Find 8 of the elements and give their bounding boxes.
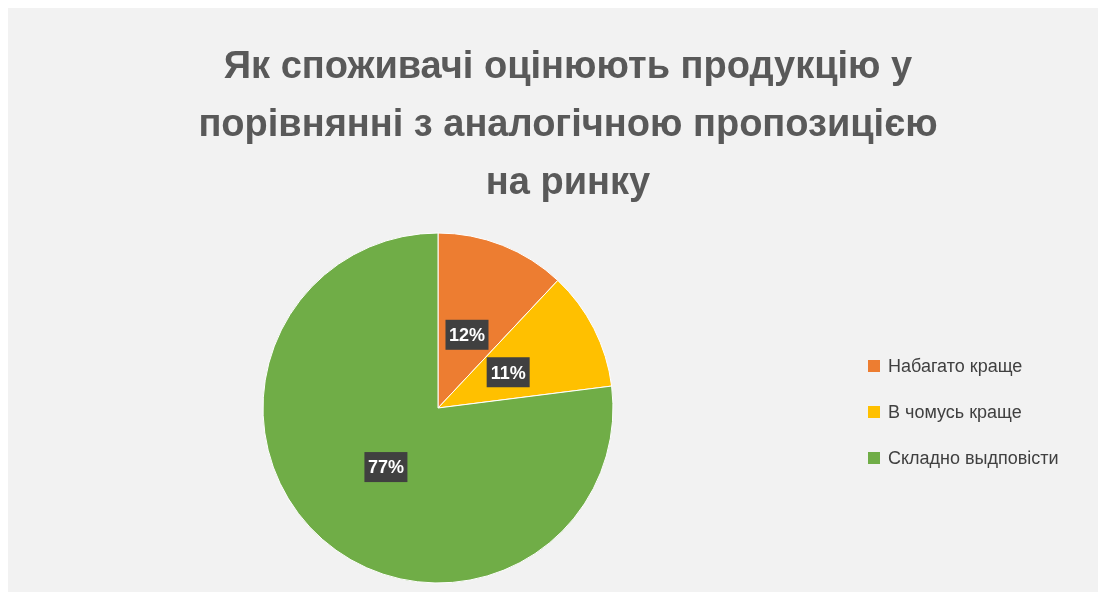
legend-label: Набагато краще (888, 356, 1023, 377)
data-label: 12% (448, 325, 486, 346)
pie-slice (262, 232, 614, 584)
chart-title: Як споживачі оцінюють продукцію у порівнянні з аналогічною пропозицією на ринку (198, 44, 938, 202)
data-label: 11% (490, 362, 526, 383)
legend-label: В чомусь краще (888, 402, 1022, 423)
data-label: 77% (367, 457, 404, 478)
legend-label: Складно выдповісти (888, 448, 1059, 469)
